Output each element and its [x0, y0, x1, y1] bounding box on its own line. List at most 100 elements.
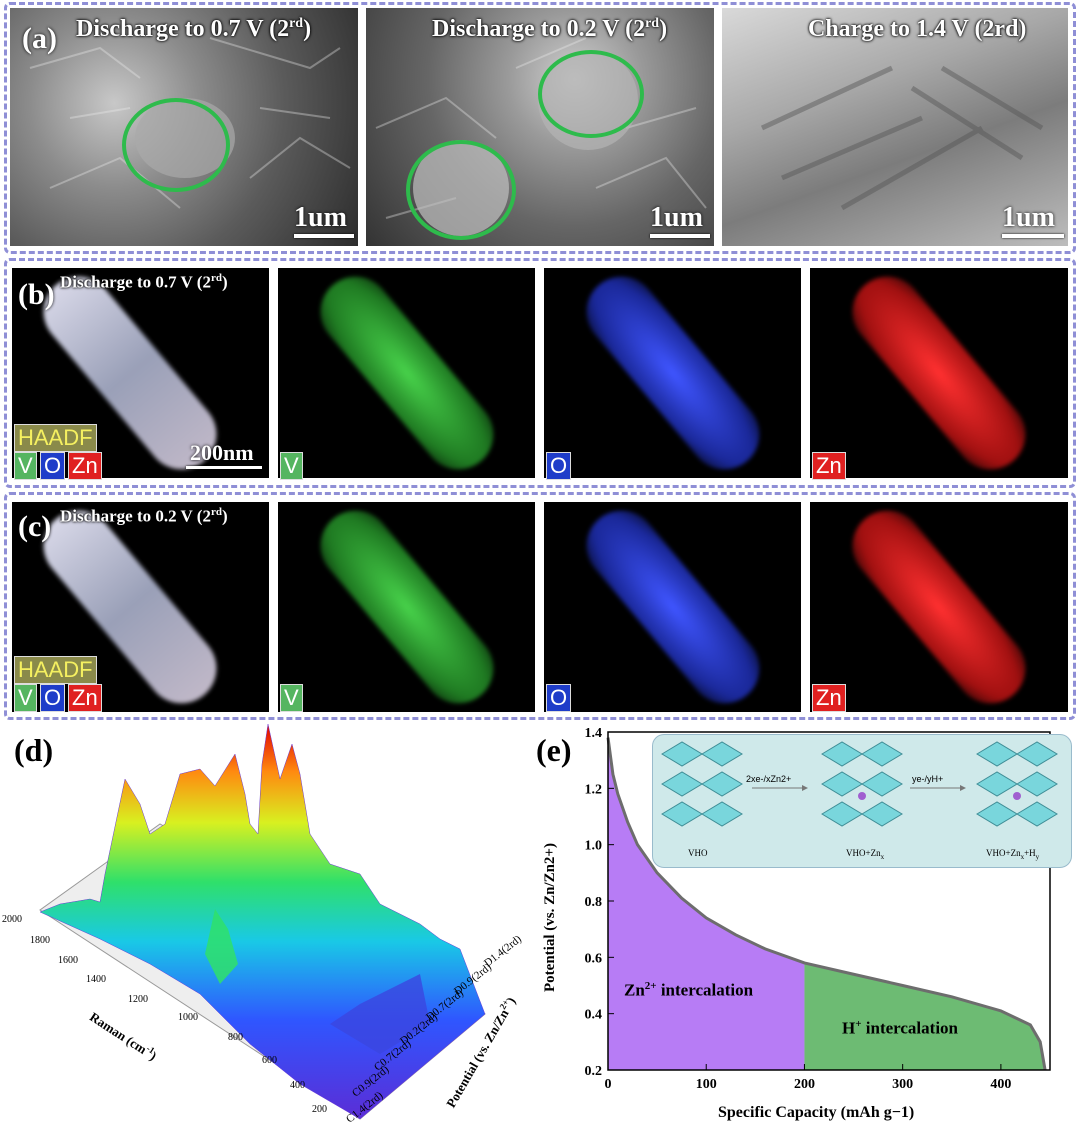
scale-label-1: 1um	[294, 202, 347, 233]
region-layer	[608, 737, 1046, 1070]
raman-tick-400: 400	[290, 1080, 305, 1091]
raman-tick-1200: 1200	[128, 994, 148, 1005]
sem-image-3	[722, 8, 1068, 246]
y-tick-label-0.4: 0.4	[585, 1008, 603, 1023]
sem-title-2-main: Discharge to 0.2 V (2	[432, 16, 646, 42]
y-tick-label-1.4: 1.4	[585, 726, 603, 741]
rod-zn-c	[838, 502, 1040, 712]
raman-tick-2000: 2000	[2, 914, 22, 925]
zn-tag-b-1: Zn	[68, 452, 102, 480]
chart-e-xlabel: Specific Capacity (mAh g−1)	[718, 1104, 915, 1121]
panel-c-title: Discharge to 0.2 V (2rd)	[60, 506, 228, 527]
inset-step-1: VHO	[688, 848, 708, 858]
region-label-h: H+ intercalation	[842, 1018, 958, 1039]
inset-structures	[661, 741, 1058, 827]
inset-arrow-1-head	[802, 785, 808, 791]
inset-step-2: VHO+Znx	[846, 848, 884, 861]
zn-ion-2	[1013, 792, 1021, 800]
rod-o-c	[571, 502, 774, 712]
zn-ion-1	[858, 792, 866, 800]
inset-step-3-sub: x	[1020, 852, 1025, 861]
discharge-curve	[606, 737, 1047, 1071]
v-tag-b-1: V	[14, 452, 37, 480]
inset-step-3-main: VHO+Zn	[986, 848, 1021, 858]
sem-title-1-sup: rd	[289, 16, 304, 31]
haadf-tag-b: HAADF	[14, 424, 97, 452]
raman-tick-800: 800	[228, 1032, 243, 1043]
sem-title-1-end: )	[303, 16, 312, 42]
eds-o-image-c	[544, 502, 801, 712]
raman-3d-plot	[39, 724, 486, 1120]
v-tag-b-2: V	[280, 452, 303, 480]
eds-o-image-b	[544, 268, 801, 478]
inset-arrow-2-head	[960, 785, 966, 791]
scale-label-b: 200nm	[190, 440, 254, 465]
eds-zn-image-b	[810, 268, 1068, 478]
eds-v-image-c	[278, 502, 535, 712]
discharge-chart: 0 100 200 300 400 0.2 0.4 0.6 0.8 1.0 1.2 1.4	[585, 726, 1051, 1092]
vho-zn-h-structure	[976, 741, 1058, 827]
panel-e-label: (e)	[536, 732, 572, 768]
x-tick-label-400: 400	[990, 1077, 1011, 1092]
y-tick-label-0.8: 0.8	[585, 895, 603, 910]
y-ticks: 0.2 0.4 0.6 0.8 1.0 1.2 1.4	[585, 726, 614, 1079]
sem-title-1: Discharge to 0.7 V (2rd)	[76, 16, 311, 43]
haadf-tag-c: HAADF	[14, 656, 97, 684]
v-tag-c-1: V	[14, 684, 37, 712]
highlight-circle-2	[538, 50, 644, 138]
o-tag-b-2: O	[546, 452, 572, 480]
rod-o-b	[571, 268, 774, 478]
region-label-zn-end: intercalation	[656, 980, 754, 1000]
region-label-h-main: H	[842, 1018, 856, 1038]
inset-step-2-main: VHO+Zn	[846, 848, 881, 858]
panel-b-title-sup: rd	[210, 272, 222, 284]
chart-e-ylabel-text: Potential (vs. Zn/Zn2+)	[542, 843, 558, 992]
highlight-circle-3	[406, 140, 516, 240]
inset-step-3: VHO+Znx+Hy	[986, 848, 1039, 861]
o-tag-c-1: O	[40, 684, 66, 712]
sem-texture-3	[760, 65, 1044, 211]
panel-c-title-end: )	[221, 506, 228, 526]
region-fill-0	[608, 737, 805, 1070]
eds-zn-image-c	[810, 502, 1068, 712]
raman-ridge-1	[330, 974, 430, 1054]
scale-line-1	[294, 234, 354, 238]
raman-tick-1800: 1800	[30, 935, 50, 946]
panel-c-title-sup: rd	[210, 506, 222, 518]
x-tick-label-100: 100	[696, 1077, 717, 1092]
inset-arrow-2-label: ye-/yH+	[912, 774, 944, 784]
sem-title-3: Charge to 1.4 V (2rd)	[808, 16, 1027, 42]
scale-line-3	[1002, 234, 1064, 238]
region-label-zn-sup: 2+	[644, 980, 657, 992]
scale-label-2: 1um	[650, 202, 703, 233]
panel-c-title-main: Discharge to 0.2 V (2	[60, 506, 211, 526]
inset-arrow-1-label: 2xe-/xZn2+	[746, 774, 792, 784]
region-label-zn-main: Zn	[624, 980, 645, 1000]
scale-label-3: 1um	[1002, 202, 1055, 233]
raman-tick-600: 600	[262, 1055, 277, 1066]
panel-b-frame	[4, 258, 1076, 488]
sem-title-2-end: )	[659, 16, 668, 42]
o-tag-c-2: O	[546, 684, 572, 712]
x-tick-label-300: 300	[892, 1077, 913, 1092]
panel-b-title-end: )	[221, 272, 228, 292]
v-tag-c-2: V	[280, 684, 303, 712]
x-tick-label-0: 0	[605, 1077, 612, 1092]
panel-b-title-main: Discharge to 0.7 V (2	[60, 272, 211, 292]
inset-step-3-suffix: +H	[1024, 848, 1036, 858]
raman-tick-200: 200	[312, 1104, 327, 1115]
zn-tag-c-1: Zn	[68, 684, 102, 712]
rod-v-c	[305, 502, 508, 712]
zn-tag-b-2: Zn	[812, 452, 846, 480]
o-tag-b-1: O	[40, 452, 66, 480]
y-tick-label-1.2: 1.2	[585, 782, 603, 797]
rod-zn-b	[838, 268, 1040, 478]
raman-tick-1600: 1600	[58, 955, 78, 966]
x-tick-label-200: 200	[794, 1077, 815, 1092]
region-label-h-end: intercalation	[861, 1018, 958, 1038]
raman-tick-1000: 1000	[178, 1012, 198, 1023]
scale-line-b	[186, 466, 262, 469]
x-ticks: 0 100 200 300 400	[605, 1064, 1011, 1092]
sem-title-2-sup: rd	[645, 16, 660, 31]
panel-a-frame	[4, 2, 1076, 254]
